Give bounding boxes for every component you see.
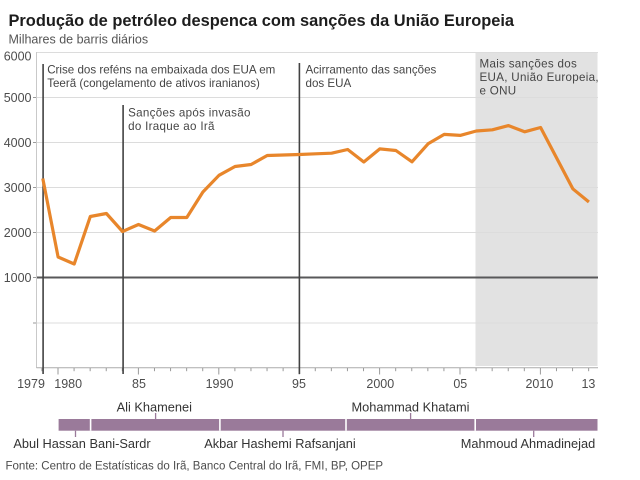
svg-text:3000: 3000 [4, 181, 32, 195]
svg-text:Abul Hassan Bani-Sardr: Abul Hassan Bani-Sardr [13, 436, 151, 451]
svg-text:e ONU: e ONU [480, 85, 517, 98]
svg-text:Mahmoud Ahmadinejad: Mahmoud Ahmadinejad [461, 436, 595, 451]
svg-text:85: 85 [132, 377, 146, 391]
svg-text:1979: 1979 [17, 377, 45, 391]
svg-text:2000: 2000 [366, 377, 394, 391]
svg-text:13: 13 [581, 377, 595, 391]
svg-text:1990: 1990 [206, 377, 234, 391]
svg-text:1980: 1980 [54, 377, 82, 391]
svg-text:dos EUA: dos EUA [306, 77, 352, 90]
svg-text:2010: 2010 [525, 377, 553, 391]
svg-text:EUA, União Europeia,: EUA, União Europeia, [480, 71, 599, 84]
svg-text:Sanções após invasão: Sanções após invasão [128, 107, 251, 120]
svg-text:do Iraque ao Irã: do Iraque ao Irã [128, 120, 215, 133]
svg-text:4000: 4000 [4, 136, 32, 150]
svg-text:Akbar Hashemi Rafsanjani: Akbar Hashemi Rafsanjani [204, 436, 356, 451]
svg-text:Acirramento das sanções: Acirramento das sanções [306, 63, 437, 76]
svg-text:Teerã (congelamento de ativos: Teerã (congelamento de ativos iranianos) [47, 77, 260, 90]
svg-text:Mais sanções dos: Mais sanções dos [480, 58, 578, 71]
svg-text:Ali Khamenei: Ali Khamenei [117, 400, 192, 415]
svg-text:05: 05 [453, 377, 467, 391]
svg-text:Mohammad Khatami: Mohammad Khatami [351, 400, 469, 415]
svg-text:6000: 6000 [4, 50, 32, 64]
svg-text:1000: 1000 [4, 271, 32, 285]
svg-text:Produção de petróleo despenca: Produção de petróleo despenca com sançõe… [9, 12, 515, 30]
svg-text:2000: 2000 [4, 226, 32, 240]
svg-text:95: 95 [292, 377, 306, 391]
svg-text:Crise dos reféns na embaixada: Crise dos reféns na embaixada dos EUA em [47, 63, 275, 76]
svg-text:Fonte: Centro de Estatísticas: Fonte: Centro de Estatísticas do Irã, Ba… [6, 461, 384, 473]
svg-text:5000: 5000 [4, 91, 32, 105]
svg-text:Milhares de barris diários: Milhares de barris diários [9, 33, 149, 47]
